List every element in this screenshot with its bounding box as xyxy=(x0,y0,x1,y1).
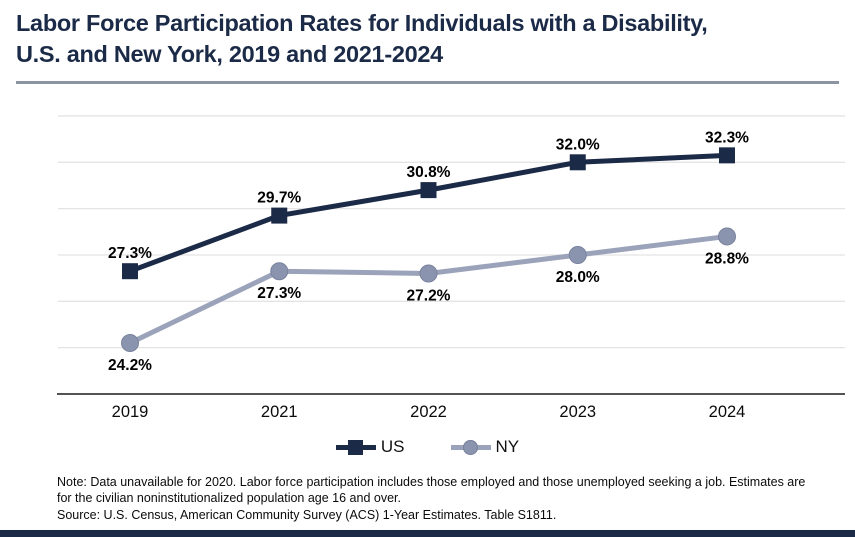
legend-label-ny: NY xyxy=(495,437,520,456)
ny-data-label: 28.0% xyxy=(556,269,600,286)
us-marker xyxy=(569,154,586,171)
ny-marker xyxy=(568,245,587,264)
x-axis-label: 2021 xyxy=(261,403,298,421)
ny-data-label: 24.2% xyxy=(108,357,152,374)
legend-item-us: US xyxy=(335,437,405,457)
us-data-label: 27.3% xyxy=(108,245,152,262)
us-marker xyxy=(122,263,138,280)
ny-marker xyxy=(270,262,289,281)
chart-source: Source: U.S. Census, American Community … xyxy=(57,508,557,522)
chart-title: Labor Force Participation Rates for Indi… xyxy=(16,8,844,70)
us-legend-symbol xyxy=(335,438,376,456)
title-divider-rule xyxy=(16,81,839,84)
legend-label-us: US xyxy=(380,437,405,456)
x-axis-label: 2023 xyxy=(559,403,596,421)
us-marker xyxy=(719,147,735,164)
chart-legend: US NY xyxy=(0,437,855,457)
ny-marker xyxy=(718,227,736,246)
chart-title-line2: U.S. and New York, 2019 and 2021-2024 xyxy=(16,41,443,67)
ny-circle-marker-icon xyxy=(462,439,478,455)
ny-data-label: 27.3% xyxy=(257,285,301,302)
x-axis-label: 2019 xyxy=(112,403,149,421)
x-axis-label: 2022 xyxy=(410,403,447,421)
legend-item-ny: NY xyxy=(450,437,520,457)
us-marker xyxy=(420,182,437,199)
ny-data-label: 27.2% xyxy=(407,288,451,305)
ny-legend-symbol xyxy=(450,438,491,456)
us-marker xyxy=(271,207,288,224)
x-axis-label: 2024 xyxy=(709,403,746,421)
us-data-label: 30.8% xyxy=(407,164,451,181)
us-data-label: 32.3% xyxy=(705,129,749,146)
chart-note: Note: Data unavailable for 2020. Labor f… xyxy=(57,475,806,505)
ny-data-label: 28.8% xyxy=(705,250,749,267)
ny-marker xyxy=(419,264,438,283)
ny-marker xyxy=(121,334,139,353)
line-chart: 2019 2021 2022 2023 2024 27.3% 29.7% 30.8% 32.0%… xyxy=(57,115,845,421)
chart-title-line1: Labor Force Participation Rates for Indi… xyxy=(16,10,708,36)
us-data-label: 29.7% xyxy=(257,190,301,207)
us-square-marker-icon xyxy=(347,439,363,455)
footer-accent-bar xyxy=(0,530,855,537)
us-data-label: 32.0% xyxy=(556,136,600,153)
